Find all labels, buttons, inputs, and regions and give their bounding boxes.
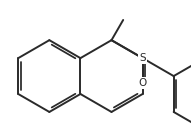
Text: O: O — [138, 78, 147, 88]
Text: S: S — [139, 53, 146, 63]
